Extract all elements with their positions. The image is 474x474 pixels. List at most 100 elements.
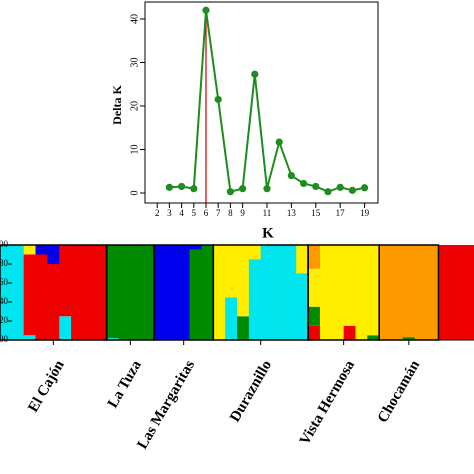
- bar-segment: [308, 245, 321, 269]
- y-tick-label: 30: [129, 57, 140, 67]
- point: [312, 182, 320, 191]
- x-tick-label: 4: [179, 208, 184, 218]
- x-tick-label: 9: [240, 208, 245, 218]
- group-label: Chocamán: [375, 357, 424, 425]
- bar-segment: [118, 245, 131, 340]
- y-tick-label: 0.60: [0, 277, 9, 287]
- bar-segment: [367, 335, 380, 340]
- bar-segment: [154, 245, 167, 340]
- x-tick-label: 5: [192, 208, 197, 218]
- point: [336, 183, 344, 191]
- bar-segment: [248, 245, 261, 260]
- bar-segment: [391, 245, 404, 340]
- group-label: Las Margaritas: [134, 358, 198, 452]
- x-tick-label: 17: [336, 208, 346, 218]
- bar-segment: [237, 316, 250, 340]
- x-tick-label: 11: [263, 208, 272, 218]
- point: [238, 185, 247, 193]
- point: [275, 138, 283, 146]
- bar-segment: [71, 245, 84, 340]
- bar-segment: [47, 245, 60, 264]
- bar-segment: [23, 254, 36, 336]
- x-tick-label: 3: [167, 208, 172, 218]
- group-label: Vista Hermosa: [297, 357, 359, 448]
- bar-segment: [343, 245, 356, 326]
- y-tick-label: 0.80: [0, 258, 9, 268]
- y-axis-label: Delta K: [110, 85, 124, 125]
- bar-segment: [59, 245, 72, 317]
- point: [214, 95, 222, 104]
- x-tick-label: 2: [155, 208, 160, 218]
- point: [263, 185, 271, 193]
- bar-segment: [379, 245, 392, 340]
- point: [251, 70, 259, 78]
- bar-segment: [225, 245, 238, 298]
- bar-segment: [59, 316, 72, 340]
- x-tick-label: 19: [360, 208, 370, 218]
- bar-segment: [296, 245, 309, 274]
- bar-segment: [296, 273, 309, 340]
- bar-segment: [189, 245, 202, 250]
- x-tick-label: 13: [287, 208, 297, 218]
- point: [202, 6, 210, 14]
- bar-segment: [47, 264, 60, 340]
- x-tick-label: 15: [311, 208, 321, 218]
- bar-segment: [450, 245, 463, 340]
- bar-segment: [165, 245, 179, 340]
- bar-segment: [189, 249, 202, 340]
- bar-segment: [414, 245, 427, 340]
- bar-segment: [319, 245, 333, 340]
- bar-segment: [308, 306, 321, 326]
- y-tick-label: 1.00: [0, 239, 9, 249]
- bar-segment: [94, 245, 107, 340]
- bar-segment: [106, 338, 119, 340]
- point: [360, 184, 369, 192]
- bar-segment: [308, 325, 321, 340]
- x-tick-label: 7: [216, 208, 221, 218]
- bar-segment: [272, 245, 285, 340]
- bar-segment: [213, 245, 226, 340]
- point: [165, 183, 173, 191]
- point: [299, 179, 308, 188]
- point: [177, 182, 186, 191]
- bar-segment: [23, 335, 36, 340]
- bar-segment: [130, 245, 143, 340]
- bar-segment: [355, 245, 368, 340]
- y-tick-label: 0.20: [0, 315, 9, 325]
- bar-segment: [367, 245, 380, 336]
- bar-segment: [237, 245, 250, 317]
- bar-segment: [331, 245, 344, 340]
- point: [324, 188, 332, 196]
- x-tick-label: 6: [204, 208, 209, 218]
- bar-segment: [106, 245, 119, 339]
- bar-segment: [248, 259, 261, 340]
- bar-segment: [402, 337, 416, 340]
- bar-segment: [225, 297, 238, 340]
- bar-segment: [426, 245, 439, 340]
- point: [226, 188, 234, 196]
- bar-segment: [142, 245, 155, 340]
- bar-segment: [0, 245, 13, 340]
- y-tick-label: 0.40: [0, 296, 9, 306]
- bar-segment: [343, 325, 356, 340]
- bar-segment: [438, 245, 451, 340]
- bar-segment: [308, 268, 321, 307]
- group-label: Duraznillo: [227, 358, 275, 425]
- bar-segment: [284, 245, 297, 340]
- series-line: [169, 10, 365, 193]
- y-tick-label: 0.00: [0, 334, 9, 344]
- bar-segment: [201, 245, 214, 340]
- y-tick-label: 0: [129, 190, 140, 195]
- point: [287, 171, 295, 180]
- point: [190, 185, 198, 193]
- group-label: La Tuza: [105, 357, 145, 411]
- bar-segment: [11, 245, 24, 340]
- bar-segment: [82, 245, 96, 340]
- x-tick-label: 8: [228, 208, 233, 218]
- point: [348, 186, 356, 194]
- plot-frame: [144, 1, 379, 204]
- x-axis-label: K: [262, 225, 274, 241]
- bar-segment: [35, 245, 48, 255]
- group-label: El Cajón: [25, 357, 68, 415]
